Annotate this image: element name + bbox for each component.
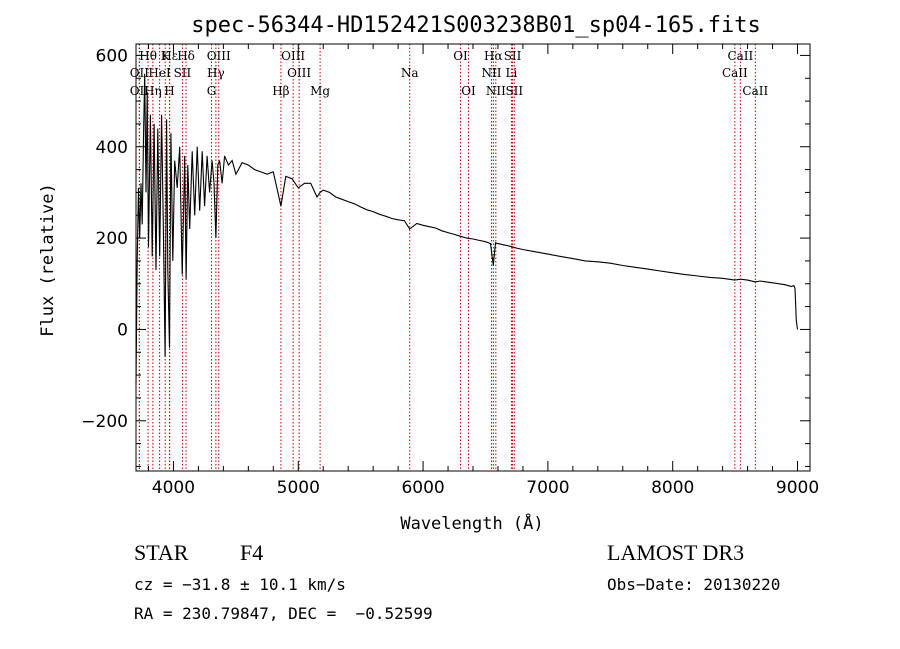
spectral-line-label: OI <box>461 84 476 98</box>
y-axis-ticks: −200 0 200 400 600 <box>81 46 810 467</box>
spectral-line-label: OI <box>453 49 468 63</box>
spectral-line-label: NII <box>481 66 501 80</box>
spectral-line-label: SII <box>505 84 523 98</box>
x-tick-label: 6000 <box>401 478 444 498</box>
object-subclass: F4 <box>240 540 264 565</box>
spectral-line-label: Hγ <box>207 66 225 80</box>
spectral-line-label: H <box>164 84 174 98</box>
spectral-line-label: CaII <box>722 66 748 80</box>
x-tick-label: 5000 <box>277 478 320 498</box>
spectral-line-label: OIII <box>207 49 231 63</box>
spectral-line-label: SII <box>174 66 192 80</box>
spectral-line-label: Hη <box>144 84 162 98</box>
spectral-line-label: Hδ <box>177 49 195 63</box>
chart-title: spec-56344-HD152421S003238B01_sp04-165.f… <box>191 13 761 38</box>
spectral-line-markers <box>138 44 756 471</box>
y-tick-label: 200 <box>96 229 128 249</box>
survey-name: LAMOST DR3 <box>607 540 745 565</box>
spectral-line-label: CaII <box>727 49 753 63</box>
spectral-line-label: K <box>161 49 171 63</box>
observation-date: Obs−Date: 20130220 <box>607 575 781 594</box>
y-tick-label: −200 <box>81 412 128 432</box>
spectral-line-label: CaII <box>742 84 768 98</box>
spectral-line-label: OIII <box>281 49 305 63</box>
spectral-line-label: Li <box>506 66 518 80</box>
spectral-line-label: Hθ <box>139 49 157 63</box>
y-axis-label: Flux (relative) <box>38 183 58 337</box>
x-tick-label: 8000 <box>651 478 694 498</box>
x-axis-label: Wavelength (Å) <box>400 512 543 534</box>
y-tick-label: 0 <box>117 320 128 340</box>
spectral-line-label: HeI <box>148 66 171 80</box>
redshift-readout: cz = −31.8 ± 10.1 km/s <box>134 575 346 594</box>
spectral-line-label: Hα <box>484 49 503 63</box>
x-tick-label: 7000 <box>526 478 569 498</box>
spectral-line-label: Mg <box>310 84 330 98</box>
spectral-line-label: NII <box>486 84 506 98</box>
spectral-line-label: Hβ <box>272 84 289 98</box>
x-tick-label: 9000 <box>776 478 819 498</box>
plot-frame <box>135 43 811 472</box>
coordinates-readout: RA = 230.79847, DEC = −0.52599 <box>134 604 433 623</box>
object-class: STAR <box>134 540 189 565</box>
spectral-line-label: Na <box>401 66 419 80</box>
spectrum-series-line <box>135 73 799 385</box>
spectral-line-label: G <box>207 84 217 98</box>
y-tick-label: 600 <box>96 46 128 66</box>
spectral-line-label: OIII <box>287 66 311 80</box>
y-tick-label: 400 <box>96 138 128 158</box>
spectral-line-label: SII <box>504 49 522 63</box>
spectral-line-label: OII <box>130 84 150 98</box>
x-axis-ticks: 4000 5000 6000 7000 8000 9000 <box>147 44 819 498</box>
x-tick-label: 4000 <box>152 478 195 498</box>
